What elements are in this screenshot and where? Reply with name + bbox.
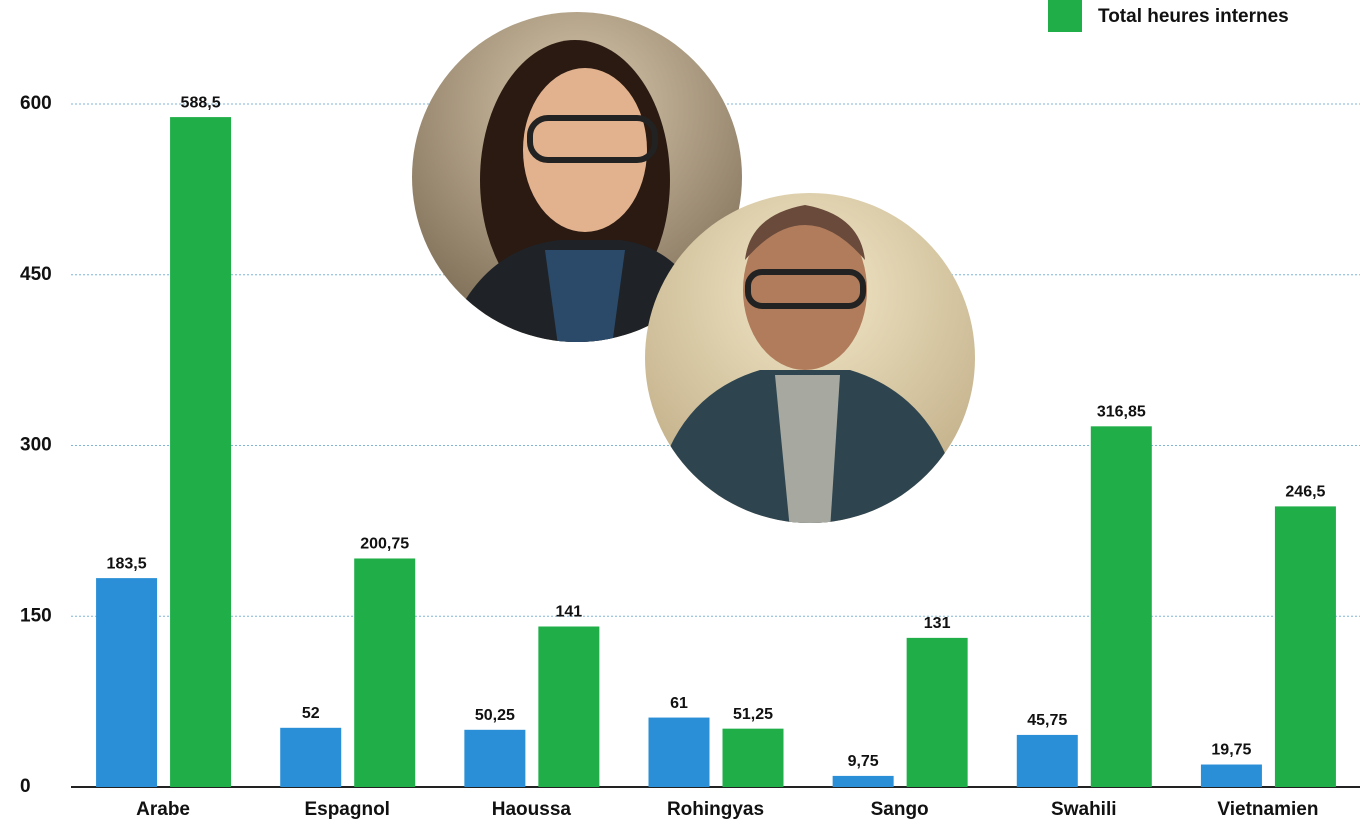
y-tick-label: 600 [20,93,52,114]
value-label: 131 [924,615,951,632]
x-tick-label: Vietnamien [1217,799,1318,820]
x-tick-label: Swahili [1051,799,1116,820]
chart: 0 150 300 450 600 Arabe 183,5 588,5 Espagnol 52 20… [0,0,1360,825]
bar [1201,765,1262,787]
bar [907,638,968,787]
bar [723,729,784,787]
y-tick-label: 150 [20,605,52,626]
y-tick-label: 300 [20,435,52,456]
value-label: 141 [556,604,583,621]
legend: Total heures internes [1048,0,1289,32]
value-label: 61 [670,695,688,712]
x-tick-label: Haoussa [492,799,572,820]
bar [538,626,599,787]
bar [170,117,231,787]
value-label: 9,75 [848,753,879,770]
value-label: 51,25 [733,706,773,723]
bar [1275,506,1336,787]
x-tick-label: Rohingyas [667,799,764,820]
y-tick-label: 0 [20,776,31,797]
x-tick-label: Arabe [136,799,190,820]
bar [354,558,415,787]
legend-label: Total heures internes [1098,6,1289,27]
value-label: 200,75 [360,536,409,553]
value-label: 588,5 [181,94,221,111]
y-tick-label: 450 [20,264,52,285]
x-tick-label: Sango [871,799,929,820]
value-label: 183,5 [107,555,147,572]
bar [649,718,710,787]
legend-swatch [1048,0,1082,32]
bar [833,776,894,787]
value-label: 316,85 [1097,404,1146,421]
x-tick-label: Espagnol [304,799,390,820]
bar [96,578,157,787]
value-label: 52 [302,705,320,722]
bar [1017,735,1078,787]
bar [464,730,525,787]
value-label: 50,25 [475,707,515,724]
value-label: 45,75 [1027,712,1067,729]
value-label: 19,75 [1211,742,1251,759]
bar [1091,426,1152,787]
bar [280,728,341,787]
value-label: 246,5 [1285,484,1325,501]
